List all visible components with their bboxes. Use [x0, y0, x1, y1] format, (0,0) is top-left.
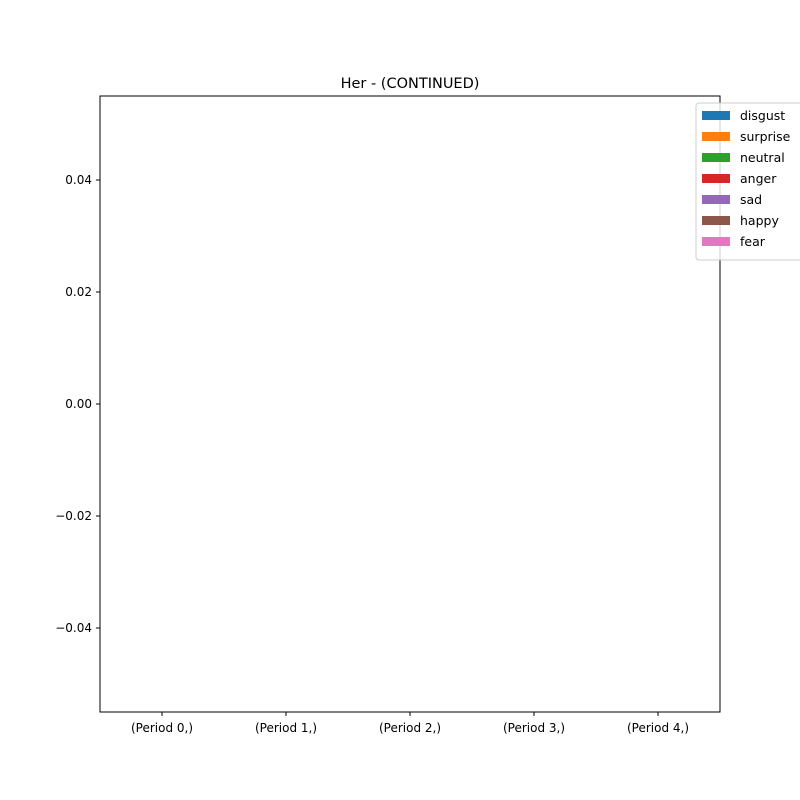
legend-swatch-fear	[702, 237, 730, 246]
legend-swatch-anger	[702, 174, 730, 183]
legend-label-happy: happy	[740, 213, 779, 228]
legend-swatch-disgust	[702, 111, 730, 120]
legend-label-disgust: disgust	[740, 108, 785, 123]
legend-swatch-happy	[702, 216, 730, 225]
legend-label-sad: sad	[740, 192, 762, 207]
chart-title: Her - (CONTINUED)	[341, 76, 480, 92]
y-tick-label: 0.02	[65, 285, 92, 299]
x-tick-label: (Period 2,)	[379, 721, 441, 735]
legend-label-fear: fear	[740, 234, 766, 249]
legend: disgust surprise neutral anger sad happy fear	[695, 102, 800, 261]
x-tick-label: (Period 4,)	[627, 721, 689, 735]
legend-label-surprise: surprise	[740, 129, 791, 144]
legend-label-neutral: neutral	[740, 150, 785, 165]
y-tick-label: 0.00	[65, 397, 92, 411]
x-axis: (Period 0,) (Period 1,) (Period 2,) (Period…	[131, 712, 689, 735]
x-tick-label: (Period 0,)	[131, 721, 193, 735]
plot-frame	[99, 95, 721, 713]
legend-label-anger: anger	[740, 171, 777, 186]
x-tick-label: (Period 1,)	[255, 721, 317, 735]
legend-swatch-neutral	[702, 153, 730, 162]
legend-swatch-sad	[702, 195, 730, 204]
y-tick-label: 0.04	[65, 173, 92, 187]
x-tick-label: (Period 3,)	[503, 721, 565, 735]
y-tick-label: −0.02	[55, 509, 92, 523]
legend-swatch-surprise	[702, 132, 730, 141]
y-tick-label: −0.04	[55, 621, 92, 635]
y-axis: −0.04 −0.02 0.00 0.02 0.04	[55, 173, 100, 635]
